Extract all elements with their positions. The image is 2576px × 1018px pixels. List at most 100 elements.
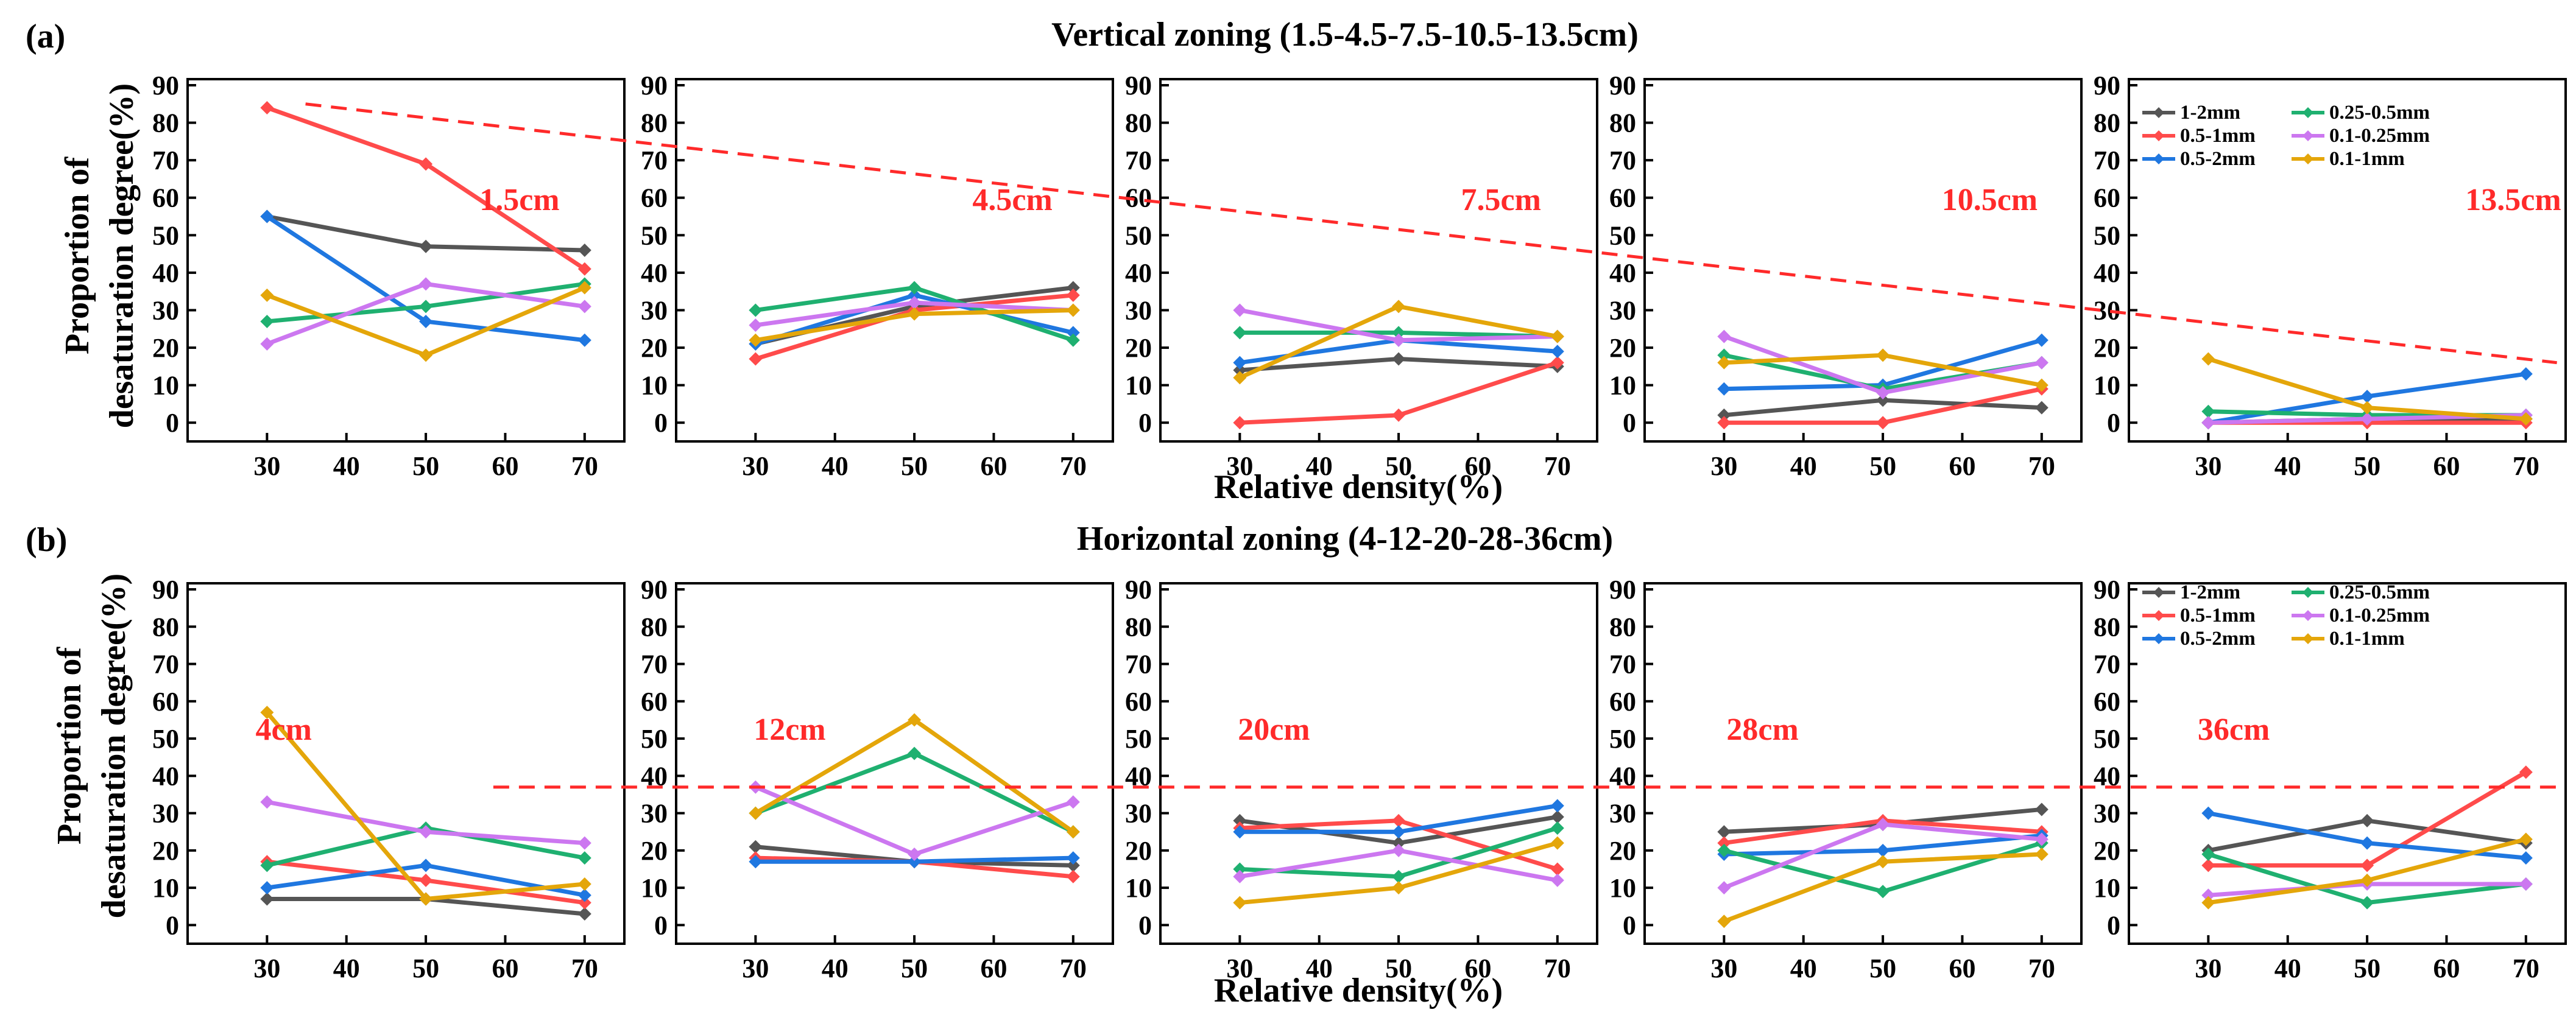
x-tick-label: 40: [822, 953, 849, 983]
data-point-0.5-2mm: [260, 881, 274, 895]
data-point-1-2mm: [1066, 858, 1080, 872]
data-point-0.5-2mm: [2360, 390, 2374, 404]
y-tick-label: 60: [1609, 687, 1636, 717]
data-point-1-2mm: [577, 243, 591, 257]
data-point-0.5-1mm: [577, 896, 591, 910]
data-point-0.1-1mm: [2519, 832, 2533, 846]
data-point-0.1-0.25mm: [2201, 416, 2215, 430]
data-point-1-2mm: [1233, 363, 1247, 377]
y-tick-label: 0: [2107, 910, 2120, 940]
y-tick-label: 90: [2094, 71, 2120, 100]
data-point-0.1-1mm: [577, 281, 591, 295]
data-point-0.1-1mm: [2360, 873, 2374, 887]
x-tick-label: 50: [412, 451, 439, 481]
y-tick-label: 50: [1609, 220, 1636, 250]
x-tick-label: 30: [2195, 953, 2221, 983]
y-tick-label: 20: [641, 836, 668, 866]
data-point-0.1-0.25mm: [2519, 877, 2533, 891]
legend-label: 0.1-1mm: [2329, 628, 2405, 650]
vertical-trend-line: [305, 102, 2557, 365]
x-axis-label-b: Relative density(%): [1214, 972, 1503, 1009]
data-point-1-2mm: [419, 239, 433, 253]
data-point-1-2mm: [1717, 825, 1731, 839]
x-tick-label: 40: [1790, 953, 1817, 983]
legend-label: 0.5-1mm: [2180, 605, 2256, 627]
data-point-0.5-1mm: [2201, 858, 2215, 872]
data-point-0.5-1mm: [1717, 416, 1731, 430]
data-point-0.1-1mm: [577, 877, 591, 891]
y-tick-label: 10: [152, 873, 179, 903]
plot-frame: [675, 582, 1114, 945]
y-tick-label: 50: [2094, 220, 2120, 250]
y-tick-label: 20: [1609, 836, 1636, 866]
y-tick-label: 30: [2094, 799, 2120, 829]
y-tick-label: 0: [166, 910, 179, 940]
data-point-0.1-0.25mm: [260, 337, 274, 351]
data-point-0.25-0.5mm: [1066, 333, 1080, 347]
plot-frame: [2128, 582, 2567, 945]
plot-frame: [2128, 78, 2567, 443]
x-tick-label: 50: [1385, 451, 1412, 481]
y-tick-label: 60: [152, 183, 179, 213]
vertical-zoning-row: 0 10 20 30 40 50 60 70 80 90 30 40 50 60 70 1.5cm 0 10 20…: [152, 71, 2567, 481]
data-point-0.25-0.5mm: [2201, 847, 2215, 861]
y-tick-label: 0: [166, 408, 179, 438]
data-point-0.1-1mm: [1550, 836, 1564, 850]
panel-4cm: 0 10 20 30 40 50 60 70 80 90 30 40 50 60 70 4cm: [152, 575, 626, 983]
y-tick-label: 90: [2094, 575, 2120, 605]
x-tick-label: 40: [1306, 451, 1333, 481]
zone-label: 1.5cm: [479, 183, 559, 217]
data-point-0.1-1mm: [908, 713, 922, 727]
data-point-0.5-1mm: [1392, 813, 1406, 827]
x-tick-label: 50: [2354, 451, 2380, 481]
data-point-0.1-0.25mm: [2034, 356, 2048, 370]
plot-frame: [675, 78, 1114, 443]
data-point-0.1-1mm: [1392, 881, 1406, 895]
y-tick-label: 80: [1609, 612, 1636, 642]
x-tick-label: 50: [901, 953, 928, 983]
y-tick-label: 50: [152, 724, 179, 754]
x-tick-label: 50: [1869, 451, 1896, 481]
data-point-0.1-1mm: [419, 348, 433, 362]
y-tick-label: 70: [152, 650, 179, 679]
x-tick-label: 60: [492, 953, 518, 983]
legend-marker: [2153, 130, 2164, 141]
data-point-0.1-1mm: [2201, 896, 2215, 910]
x-tick-label: 60: [2433, 451, 2460, 481]
data-point-0.5-2mm: [419, 314, 433, 328]
plot-frame: [1159, 78, 1598, 443]
panel-10-5cm: 0 10 20 30 40 50 60 70 80 90 30 40 50 60 70 10.5cm: [1609, 71, 2083, 481]
data-point-0.5-2mm: [2519, 367, 2533, 381]
data-point-0.25-0.5mm: [1550, 821, 1564, 835]
legend-label: 0.1-1mm: [2329, 148, 2405, 170]
y-tick-label: 40: [2094, 258, 2120, 288]
x-tick-label: 60: [2433, 953, 2460, 983]
x-tick-label: 40: [333, 953, 360, 983]
data-point-0.1-0.25mm: [1876, 817, 1890, 831]
data-point-1-2mm: [1392, 352, 1406, 366]
data-point-0.1-0.25mm: [1876, 385, 1890, 399]
data-point-0.1-0.25mm: [1066, 795, 1080, 809]
data-point-0.1-0.25mm: [749, 318, 763, 332]
data-point-0.1-0.25mm: [577, 836, 591, 850]
x-tick-label: 30: [742, 451, 769, 481]
y-tick-label: 30: [641, 295, 668, 325]
data-point-0.1-0.25mm: [260, 795, 274, 809]
data-point-1-2mm: [1717, 408, 1731, 422]
zone-label: 28cm: [1726, 712, 1798, 747]
data-point-0.5-2mm: [1066, 326, 1080, 340]
data-point-0.1-0.25mm: [2034, 832, 2048, 846]
legend-marker: [2303, 587, 2313, 598]
vertical-zoning-title: Vertical zoning (1.5-4.5-7.5-10.5-13.5cm…: [1051, 16, 1639, 54]
data-point-0.1-1mm: [1717, 914, 1731, 928]
data-point-0.1-1mm: [1717, 356, 1731, 370]
data-point-0.5-1mm: [577, 262, 591, 276]
y-tick-label: 50: [1609, 724, 1636, 754]
data-point-0.1-1mm: [1392, 300, 1406, 314]
legend-label: 1-2mm: [2180, 102, 2240, 124]
data-point-0.5-1mm: [749, 352, 763, 366]
y-axis-label-b-line2: desaturation degree(%): [95, 574, 133, 919]
y-tick-label: 0: [654, 408, 668, 438]
